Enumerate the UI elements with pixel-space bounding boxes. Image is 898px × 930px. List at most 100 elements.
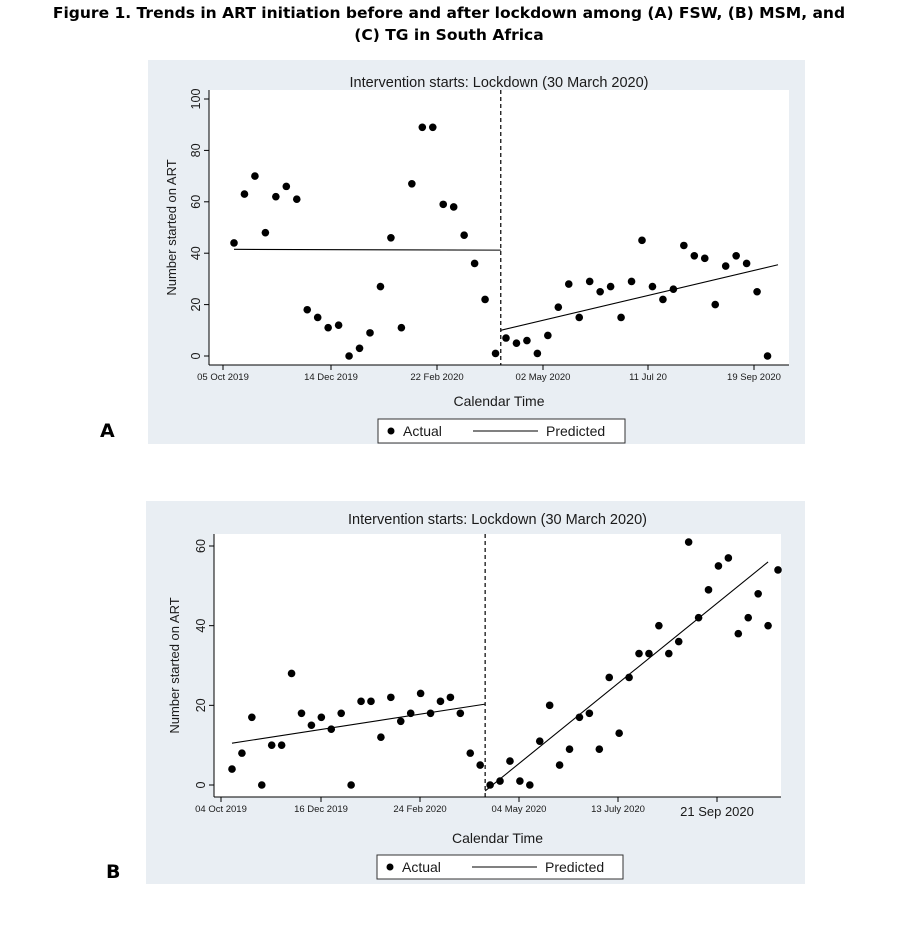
actual-point — [732, 252, 740, 260]
actual-point — [387, 694, 395, 702]
actual-point — [625, 674, 633, 682]
actual-point — [596, 288, 604, 296]
actual-point — [314, 314, 322, 322]
x-tick-label: 02 May 2020 — [516, 372, 571, 383]
actual-point — [605, 674, 613, 682]
y-axis-label: Number started on ART — [167, 597, 182, 733]
actual-point — [318, 713, 326, 721]
panel-label-a: A — [100, 420, 115, 442]
actual-point — [466, 749, 474, 757]
actual-point — [734, 630, 742, 638]
actual-point — [513, 339, 521, 347]
chart-a-svg: Intervention starts: Lockdown (30 March … — [148, 60, 805, 444]
actual-point — [457, 710, 465, 718]
actual-point — [437, 698, 445, 706]
y-tick-label: 60 — [194, 539, 208, 553]
y-tick-label: 60 — [189, 195, 203, 209]
actual-point — [272, 193, 280, 201]
actual-point — [308, 721, 316, 729]
actual-point — [241, 190, 249, 198]
x-tick-label: 05 Oct 2019 — [197, 372, 249, 383]
actual-point — [526, 781, 534, 789]
actual-point — [675, 638, 683, 646]
chart-b-svg: Intervention starts: Lockdown (30 March … — [146, 501, 805, 884]
actual-point — [228, 765, 236, 773]
x-tick-label: 16 Dec 2019 — [294, 804, 348, 815]
x-tick-label: 11 Jul 20 — [629, 372, 667, 383]
actual-point — [555, 303, 563, 311]
actual-point — [427, 710, 435, 718]
actual-point — [670, 285, 678, 293]
actual-point — [262, 229, 270, 237]
chart-panel-a: Intervention starts: Lockdown (30 March … — [148, 60, 805, 444]
actual-point — [502, 334, 510, 342]
actual-point — [429, 123, 437, 131]
actual-point — [337, 710, 345, 718]
actual-point — [534, 350, 542, 358]
y-tick-label: 40 — [189, 246, 203, 260]
x-tick-label: 13 July 2020 — [591, 804, 645, 815]
y-tick-label: 20 — [189, 298, 203, 312]
actual-point — [566, 745, 574, 753]
actual-point — [357, 698, 365, 706]
actual-point — [576, 713, 584, 721]
actual-point — [439, 201, 447, 209]
actual-point — [460, 231, 468, 239]
actual-point — [715, 562, 723, 570]
actual-point — [283, 183, 291, 191]
actual-point — [492, 350, 500, 358]
x-tick-label: 21 Sep 2020 — [680, 804, 754, 819]
actual-point — [471, 260, 479, 268]
legend-actual-marker — [388, 428, 395, 435]
actual-point — [691, 252, 699, 260]
actual-point — [701, 255, 709, 263]
actual-point — [298, 710, 306, 718]
actual-point — [345, 352, 353, 360]
actual-point — [556, 761, 564, 769]
actual-point — [628, 278, 636, 286]
actual-point — [744, 614, 752, 622]
actual-point — [303, 306, 311, 314]
x-axis-label: Calendar Time — [452, 830, 543, 846]
actual-point — [419, 123, 427, 131]
y-tick-label: 0 — [189, 352, 203, 359]
actual-point — [743, 260, 751, 268]
y-tick-label: 20 — [194, 698, 208, 712]
actual-point — [377, 283, 385, 291]
actual-point — [268, 741, 276, 749]
actual-point — [516, 777, 524, 785]
figure-title-line-1: Figure 1. Trends in ART initiation befor… — [0, 2, 898, 24]
x-tick-label: 14 Dec 2019 — [304, 372, 358, 383]
actual-point — [685, 538, 693, 546]
actual-point — [635, 650, 643, 658]
actual-point — [665, 650, 673, 658]
actual-point — [565, 280, 573, 288]
y-axis-label: Number started on ART — [164, 159, 179, 295]
actual-point — [486, 781, 494, 789]
actual-point — [523, 337, 531, 345]
actual-point — [506, 757, 514, 765]
actual-point — [659, 296, 667, 304]
actual-point — [615, 729, 623, 737]
actual-point — [387, 234, 395, 242]
actual-point — [764, 352, 772, 360]
actual-point — [335, 321, 343, 329]
actual-point — [496, 777, 504, 785]
actual-point — [450, 203, 458, 211]
actual-point — [356, 344, 364, 352]
x-tick-label: 04 May 2020 — [492, 804, 547, 815]
predicted-trend-line — [234, 249, 501, 250]
actual-point — [586, 278, 594, 286]
x-tick-label: 04 Oct 2019 — [195, 804, 247, 815]
x-tick-label: 22 Feb 2020 — [410, 372, 463, 383]
actual-point — [397, 717, 405, 725]
actual-point — [764, 622, 772, 630]
x-tick-label: 19 Sep 2020 — [727, 372, 781, 383]
y-tick-label: 0 — [194, 781, 208, 788]
actual-point — [327, 725, 335, 733]
actual-point — [536, 737, 544, 745]
actual-point — [288, 670, 296, 678]
actual-point — [774, 566, 782, 574]
actual-point — [645, 650, 653, 658]
actual-point — [230, 239, 238, 247]
